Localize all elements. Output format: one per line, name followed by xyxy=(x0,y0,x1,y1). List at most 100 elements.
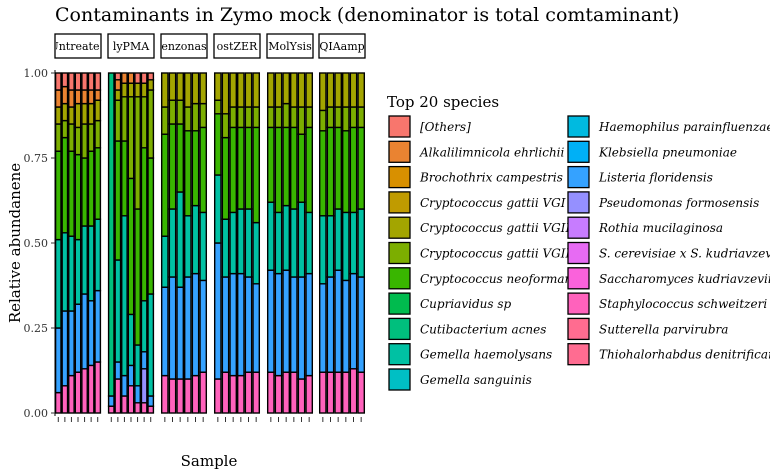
legend-item: Cupriavidus sp xyxy=(388,292,511,315)
bar-segment xyxy=(305,72,314,108)
bar-segment xyxy=(221,136,230,220)
bar-segment xyxy=(107,395,115,407)
bar-segment xyxy=(229,106,238,129)
facet-strip-label: MolYsis xyxy=(268,40,312,53)
bar-segment xyxy=(213,242,222,380)
bar-segment xyxy=(81,157,88,227)
legend-item: S. cerevisiae x S. kudriavzevii xyxy=(567,241,770,265)
bar-segment xyxy=(199,72,208,105)
bar-segment xyxy=(61,85,69,105)
bar-segment xyxy=(229,72,238,108)
bar-segment xyxy=(183,72,192,108)
legend-swatch xyxy=(388,267,411,290)
bar-segment xyxy=(121,72,128,84)
bar-segment xyxy=(54,238,62,329)
bar-segment xyxy=(221,113,230,139)
legend-swatch xyxy=(567,241,590,265)
bar-segment xyxy=(199,126,208,214)
legend-swatch xyxy=(388,343,411,366)
legend-label: Cryptococcus gattii VGIII xyxy=(420,247,575,261)
bar-segment xyxy=(127,82,135,98)
bar-segment xyxy=(266,269,275,373)
bar-segment xyxy=(140,351,148,370)
bar-segment xyxy=(121,140,128,217)
bar-segment xyxy=(81,225,88,295)
bar-segment xyxy=(61,136,69,234)
bar-segment xyxy=(334,72,343,108)
bar-segment xyxy=(341,72,350,108)
bar-segment xyxy=(341,211,350,282)
bar-segment xyxy=(266,371,275,414)
legend-label: Cryptococcus gattii VGI xyxy=(420,196,566,210)
bar-segment xyxy=(147,79,155,91)
bar-segment xyxy=(244,371,253,414)
legend-item: Haemophilus parainfluenzae xyxy=(567,115,770,138)
bar-segment xyxy=(305,126,314,214)
bar-segment xyxy=(282,204,291,271)
legend-label: S. cerevisiae x S. kudriavzevii xyxy=(599,247,770,261)
legend-swatch xyxy=(388,216,411,239)
bar-segment xyxy=(140,82,148,98)
legend-item: Gemella sanguinis xyxy=(388,368,532,391)
bar-segment xyxy=(140,368,148,404)
bar-segment xyxy=(176,72,185,101)
x-axis-title: Sample xyxy=(181,452,238,470)
bar-segment xyxy=(289,208,298,278)
legend-swatch xyxy=(388,317,411,341)
bar-segment xyxy=(160,235,169,288)
bar-segment xyxy=(127,72,135,84)
bar-segment xyxy=(87,89,95,105)
bar-segment xyxy=(318,72,327,112)
y-tick-label: 0.50 xyxy=(24,237,49,250)
bar-segment xyxy=(341,130,350,214)
bar-segment xyxy=(147,89,155,159)
y-tick-label: 0.00 xyxy=(24,407,49,420)
facet-panel: QIAamp xyxy=(318,33,366,422)
bar-segment xyxy=(334,269,343,373)
legend-label: Gemella haemolysans xyxy=(420,348,552,362)
bar-segment xyxy=(252,221,261,285)
legend-item: Alkalilimnicola ehrlichii xyxy=(388,140,565,163)
chart-title: Contaminants in Zymo mock (denominator i… xyxy=(55,4,679,26)
bar-segment xyxy=(68,310,75,377)
bar-segment xyxy=(134,208,141,346)
bar-segment xyxy=(357,72,366,108)
bar-segment xyxy=(54,72,62,91)
legend-label: Gemella sanguinis xyxy=(420,373,532,387)
bar-segment xyxy=(341,106,350,132)
legend-label: Alkalilimnicola ehrlichii xyxy=(419,145,565,159)
bar-segment xyxy=(168,72,177,101)
legend-item: Cryptococcus neoformans xyxy=(388,267,578,290)
bar-segment xyxy=(54,327,62,394)
bar-segment xyxy=(252,126,261,224)
bar-segment xyxy=(134,72,141,84)
bar-segment xyxy=(134,344,141,387)
legend-item: Cutibacterium acnes xyxy=(388,317,546,341)
bar-segment xyxy=(114,259,122,363)
bar-segment xyxy=(221,276,230,373)
bar-segment xyxy=(87,102,95,125)
bar-segment xyxy=(334,126,343,210)
facet-strip xyxy=(318,33,366,59)
legend-swatch xyxy=(567,165,590,189)
bar-segment xyxy=(94,72,102,91)
facet-strip-label: lyPMA xyxy=(113,40,150,53)
bar-segment xyxy=(183,130,192,217)
bar-segment xyxy=(252,283,261,373)
bar-segment xyxy=(114,79,122,91)
bar-segment xyxy=(297,72,306,108)
bar-segment xyxy=(266,72,275,108)
legend-label: Rothia mucilaginosa xyxy=(598,221,723,235)
bar-segment xyxy=(274,211,283,275)
legend-item: Thiohalorhabdus denitrificans xyxy=(567,343,770,366)
bar-segment xyxy=(318,371,327,414)
legend-item: Rothia mucilaginosa xyxy=(567,216,723,239)
bar-segment xyxy=(81,293,88,370)
bar-segment xyxy=(326,106,335,129)
bar-segment xyxy=(244,208,253,278)
bar-segment xyxy=(94,99,102,122)
bar-segment xyxy=(349,368,358,414)
bar-segment xyxy=(87,72,95,91)
bar-segment xyxy=(81,72,88,91)
legend-label: Staphylococcus schweitzeri xyxy=(599,297,767,311)
